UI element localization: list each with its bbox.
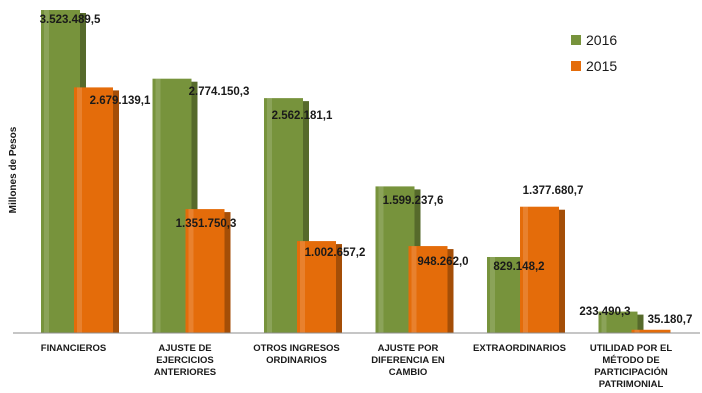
category-label: AJUSTE POR — [378, 343, 439, 354]
bar-2016-1 — [152, 78, 198, 333]
value-label: 2.679.139,1 — [90, 95, 151, 107]
value-label: 233.490,3 — [579, 306, 630, 318]
category-label: EJERCICIOS — [156, 355, 214, 366]
bar-2015-1 — [185, 209, 231, 333]
category-label: ANTERIORES — [154, 367, 216, 378]
legend-label: 2015 — [586, 58, 617, 74]
category-label: MÉTODO DE — [602, 355, 659, 366]
category-label: UTILIDAD POR EL — [590, 343, 673, 354]
value-label: 2.562.181,1 — [272, 110, 333, 122]
category-label: EXTRAORDINARIOS — [473, 343, 566, 354]
category-label: PATRIMONIAL — [599, 379, 664, 390]
bar-2015-3 — [408, 246, 454, 333]
value-label: 1.599.237,6 — [383, 195, 444, 207]
value-label: 2.774.150,3 — [189, 86, 250, 98]
bar-2015-4 — [520, 206, 565, 333]
value-label: 1.377.680,7 — [523, 185, 584, 197]
legend-swatch — [571, 61, 581, 71]
category-label: ORDINARIOS — [266, 355, 327, 366]
category-label: FINANCIEROS — [41, 343, 106, 354]
value-label: 3.523.489,5 — [40, 14, 101, 26]
category-labels: FINANCIEROS AJUSTE DEEJERCICIOSANTERIORES… — [41, 343, 673, 390]
bar-2016-5 — [598, 311, 644, 333]
category-label: DIFERENCIA EN — [371, 355, 445, 366]
legend-item-2016: 2016 — [571, 32, 617, 48]
category-label: PARTICIPACIÓN — [594, 366, 668, 378]
value-label: 829.148,2 — [493, 261, 544, 273]
value-labels: 3.523.489,5 2.679.139,1 2.774.150,3 1.351.7… — [40, 14, 693, 326]
y-axis-label: Millones de Pesos — [8, 126, 19, 213]
value-label: 1.002.657,2 — [305, 247, 366, 259]
legend: 2016 2015 — [571, 32, 617, 74]
legend-item-2015: 2015 — [571, 58, 617, 74]
value-label: 35.180,7 — [648, 314, 693, 326]
category-label: OTROS INGRESOS — [253, 343, 340, 354]
value-label: 1.351.750,3 — [176, 218, 237, 230]
bar-2016-2 — [264, 98, 309, 333]
bar-2015-0 — [74, 87, 119, 334]
legend-label: 2016 — [586, 32, 617, 48]
bars-layer — [41, 10, 677, 334]
category-label: AJUSTE DE — [158, 343, 211, 354]
category-label: CAMBIO — [389, 367, 428, 378]
legend-swatch — [571, 35, 581, 45]
bar-2015-2 — [297, 241, 342, 333]
value-label: 948.262,0 — [417, 256, 468, 268]
